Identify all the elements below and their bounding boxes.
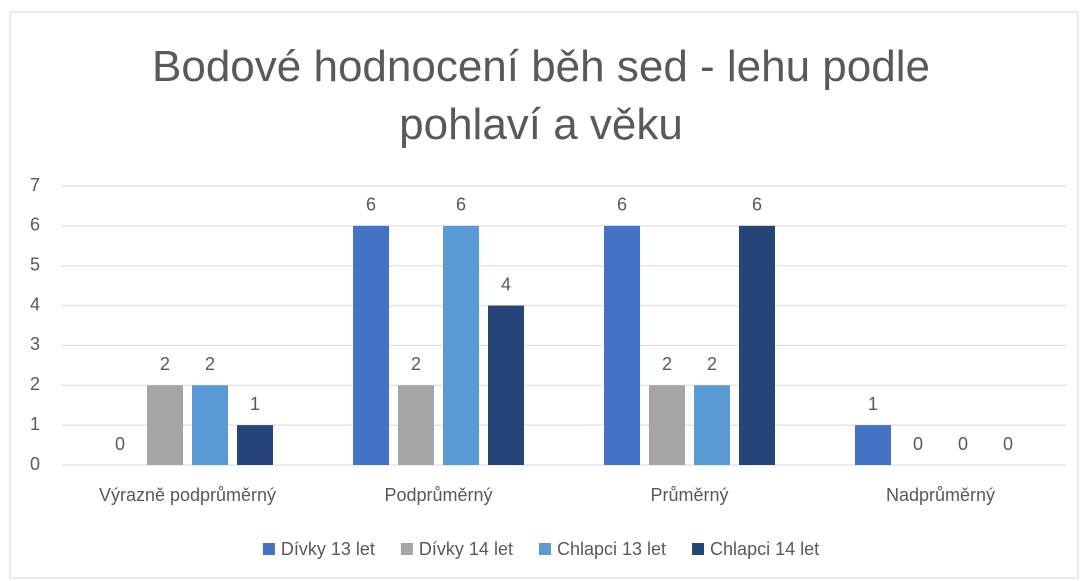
legend-item: Dívky 13 let [262,539,375,559]
bar [739,225,775,465]
bar [604,225,640,465]
chart-title: Bodové hodnocení běh sed - lehu podle po… [152,42,930,149]
bar [694,385,730,465]
x-tick-label: Výrazně podprůměrný [99,485,276,505]
chart-border [9,11,1079,579]
bar [237,425,273,465]
value-label: 0 [1003,434,1013,454]
legend-swatch [262,543,275,555]
value-label: 0 [958,434,968,454]
bar [855,425,891,465]
legend-label: Dívky 14 let [419,539,513,559]
value-label: 6 [456,195,466,215]
y-tick-label: 0 [30,454,40,474]
value-label: 2 [160,354,170,374]
y-tick-label: 5 [30,254,40,274]
x-tick-label: Průměrný [650,485,728,505]
legend-label: Dívky 13 let [281,539,375,559]
value-label: 2 [411,354,421,374]
y-tick-label: 3 [30,334,40,354]
bar [147,385,183,465]
value-label: 1 [868,394,878,414]
bar [488,305,524,465]
value-label: 6 [366,195,376,215]
value-label: 2 [707,354,717,374]
legend-swatch [538,543,551,555]
legend-swatch [400,543,413,555]
legend-swatch [692,543,705,555]
bar [353,225,389,465]
legend-item: Chlapci 14 let [692,539,819,559]
value-label: 6 [752,195,762,215]
y-tick-label: 2 [30,374,40,394]
value-label: 2 [662,354,672,374]
value-label: 2 [205,354,215,374]
x-tick-label: Nadprůměrný [886,485,995,505]
y-tick-label: 7 [30,175,40,195]
y-tick-label: 1 [30,414,40,434]
y-tick-label: 4 [30,294,40,314]
value-label: 0 [913,434,923,454]
value-label: 4 [501,274,511,294]
legend-item: Chlapci 13 let [538,539,666,559]
legend-label: Chlapci 14 let [710,539,819,559]
legend-label: Chlapci 13 let [557,539,666,559]
bar [649,385,685,465]
legend-item: Dívky 14 let [400,539,513,559]
value-label: 6 [617,195,627,215]
value-label: 0 [115,434,125,454]
bar [192,385,228,465]
value-label: 1 [250,394,260,414]
bar [443,225,479,465]
x-tick-label: Podprůměrný [384,485,492,505]
bar [398,385,434,465]
y-tick-label: 6 [30,215,40,235]
